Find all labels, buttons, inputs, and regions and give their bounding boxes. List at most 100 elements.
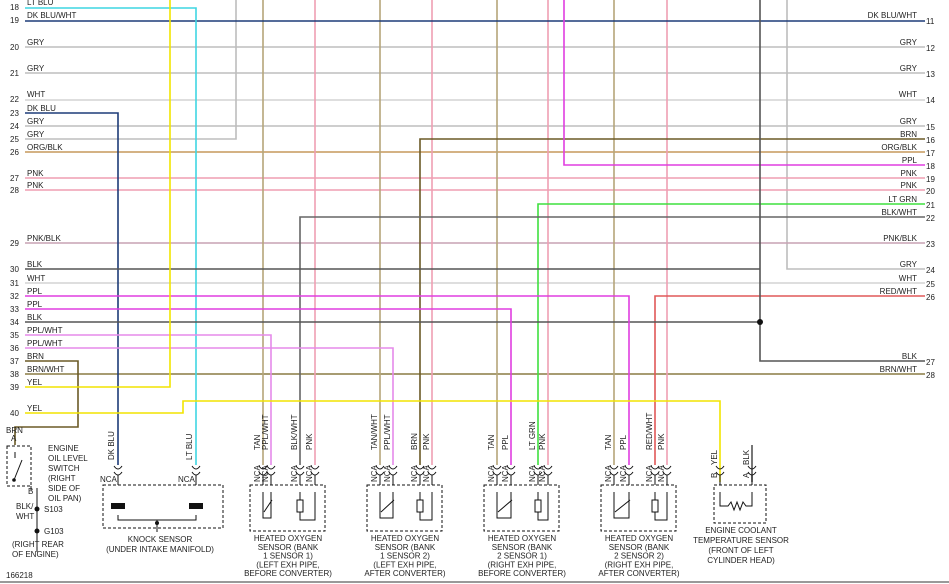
wire-label: BRN/WHT xyxy=(27,365,64,374)
row-number: 31 xyxy=(10,279,19,288)
component-title: CYLINDER HEAD) xyxy=(707,556,775,565)
wire-label: BRN xyxy=(27,352,44,361)
row-number: 27 xyxy=(10,174,19,183)
pin-label: A xyxy=(11,434,17,443)
component-title: HEATED OXYGEN xyxy=(371,534,440,543)
ground-dot xyxy=(155,521,159,525)
pin-label: NCA xyxy=(261,464,270,482)
wire-label: YEL xyxy=(710,449,719,465)
pin-label: NCA xyxy=(487,464,496,482)
wire xyxy=(759,0,925,362)
row-number: 38 xyxy=(10,370,19,379)
heater-element xyxy=(416,499,424,513)
row-number: 35 xyxy=(10,331,19,340)
component-title: SENSOR (BANK xyxy=(609,543,670,552)
wire-label: ORG/BLK xyxy=(881,143,917,152)
wire-label: PNK xyxy=(27,169,44,178)
wire-label: GRY xyxy=(27,117,45,126)
wire-label: TAN xyxy=(487,434,496,450)
connector-pin xyxy=(533,465,543,470)
connector-pin xyxy=(375,465,385,470)
wire xyxy=(25,0,171,388)
wire xyxy=(25,308,512,465)
splice-label: S103 xyxy=(44,505,63,514)
component-title: 1 SENSOR 1) xyxy=(263,552,313,561)
wire xyxy=(25,0,237,140)
wire-label: DK BLU/WHT xyxy=(27,11,76,20)
connector-pin xyxy=(609,465,619,470)
connector-pin xyxy=(388,465,398,470)
splice-dot xyxy=(34,506,40,512)
row-number: 16 xyxy=(926,136,935,145)
wire-label: BLK xyxy=(27,313,43,322)
row-number: 30 xyxy=(10,265,19,274)
component-title: SENSOR (BANK xyxy=(492,543,553,552)
variable-arrow xyxy=(497,499,513,513)
pin-label: NCA xyxy=(253,464,262,482)
switch-contact xyxy=(13,459,23,481)
wire-label: WHT xyxy=(899,274,917,283)
component-title: ENGINE xyxy=(48,444,79,453)
component-title: 2 SENSOR 1) xyxy=(497,552,547,561)
wire-label: LT BLU xyxy=(27,0,54,7)
wire xyxy=(563,0,925,166)
wire xyxy=(25,347,394,465)
connector-pin xyxy=(113,465,123,470)
wire-label: TAN xyxy=(253,434,262,450)
labels: 18 LT BLU 19 DK BLU/WHT 20 GRY 21 GRY 22 WHT 23 DK … xyxy=(6,0,935,580)
component-title: ENGINE COOLANT xyxy=(705,526,777,535)
row-number: 15 xyxy=(926,123,935,132)
wire xyxy=(25,7,197,465)
component-title: HEATED OXYGEN xyxy=(488,534,557,543)
row-number: 23 xyxy=(10,109,19,118)
wire-label: GRY xyxy=(27,130,45,139)
wire-label: WHT xyxy=(27,90,45,99)
pin-label: NCA xyxy=(528,464,537,482)
pin-label: NCA xyxy=(290,464,299,482)
variable-arrow xyxy=(614,499,631,513)
row-number: 19 xyxy=(926,175,935,184)
junction xyxy=(757,319,763,325)
wire-label: WHT xyxy=(899,90,917,99)
connector-pin xyxy=(506,465,516,470)
wire-label: GRY xyxy=(27,38,45,47)
wire-label: LT GRN xyxy=(528,421,537,450)
sensor-cell xyxy=(262,492,272,519)
wire-label: ORG/BLK xyxy=(27,143,63,152)
component-title: (RIGHT xyxy=(48,474,76,483)
row-number: 32 xyxy=(10,292,19,301)
switch-node xyxy=(12,478,16,482)
row-number: 23 xyxy=(926,240,935,249)
connector-pin xyxy=(715,465,725,470)
row-number: 25 xyxy=(926,280,935,289)
wire xyxy=(654,295,925,465)
wire-label: PNK xyxy=(27,181,44,190)
row-number: 24 xyxy=(10,122,19,131)
connector-pin xyxy=(191,465,201,470)
component-title: HEATED OXYGEN xyxy=(605,534,674,543)
wire-label: GRY xyxy=(900,260,918,269)
wire-label: LT GRN xyxy=(888,195,917,204)
wire xyxy=(25,295,630,465)
component-box xyxy=(600,484,677,532)
variable-arrow xyxy=(263,499,273,513)
wire-label: BRN/WHT xyxy=(880,365,917,374)
sensor-cell xyxy=(379,492,394,519)
wire xyxy=(14,360,79,445)
wire-label: DK BLU xyxy=(27,104,56,113)
pin-label: A xyxy=(742,472,751,478)
row-number: 12 xyxy=(926,44,935,53)
row-number: 18 xyxy=(10,3,19,12)
ground-location: (RIGHT REAR xyxy=(12,540,64,549)
component-title: SENSOR (BANK xyxy=(375,543,436,552)
wire-label: RED/WHT xyxy=(645,413,654,450)
wire-label: PNK xyxy=(422,433,431,450)
figure-number: 166218 xyxy=(6,571,33,580)
pin-label: NCA xyxy=(604,464,613,482)
component-title: (UNDER INTAKE MANIFOLD) xyxy=(106,545,214,554)
row-number: 37 xyxy=(10,357,19,366)
wire-label: PNK xyxy=(305,433,314,450)
row-number: 27 xyxy=(926,358,935,367)
pin-label: NCA xyxy=(538,464,547,482)
row-number: 14 xyxy=(926,96,935,105)
